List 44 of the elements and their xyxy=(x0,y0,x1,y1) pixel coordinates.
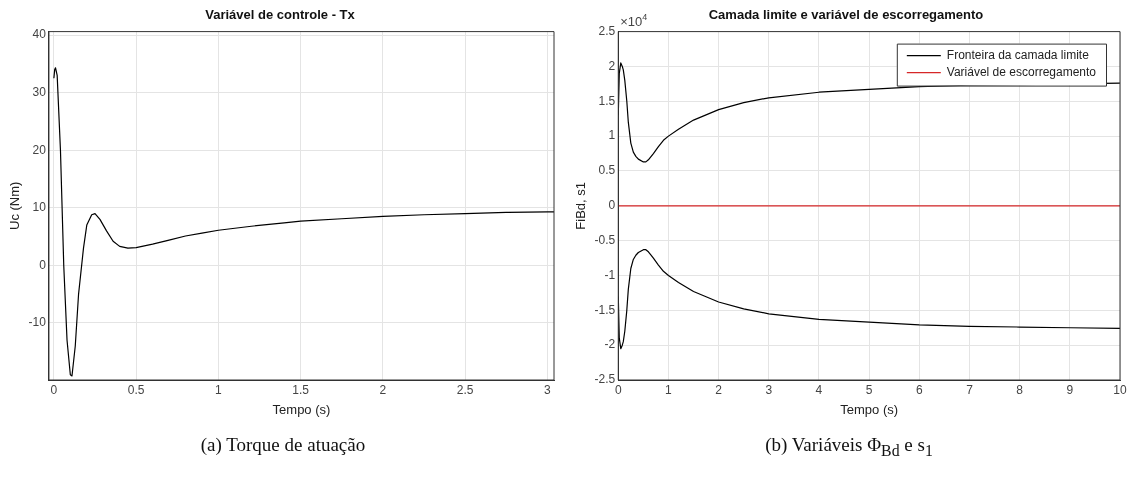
x-tick-label: 6 xyxy=(915,382,923,397)
y-tick-label: 1.5 xyxy=(598,93,616,108)
x-tick-label: 2 xyxy=(715,382,723,397)
y-tick-label: 1 xyxy=(608,128,616,143)
x-tick-label: 2 xyxy=(379,382,387,397)
x-tick-label: 7 xyxy=(966,382,974,397)
x-tick-label: 10 xyxy=(1113,382,1127,397)
legend-label: Fronteira da camada limite xyxy=(946,47,1090,62)
y-tick-label: 40 xyxy=(32,27,47,42)
chart-title: Variável de controle - Tx xyxy=(205,7,356,23)
y-tick-label: 0 xyxy=(608,198,616,213)
y-tick-label: 0 xyxy=(39,257,47,272)
x-tick-label: 0.5 xyxy=(127,382,145,397)
x-tick-label: 8 xyxy=(1016,382,1024,397)
x-tick-label: 1.5 xyxy=(292,382,310,397)
x-tick-label: 3 xyxy=(544,382,552,397)
x-tick-label: 0 xyxy=(50,382,58,397)
x-tick-label: 9 xyxy=(1066,382,1074,397)
y-axis-title: Uc (Nm) xyxy=(7,181,23,230)
y-tick-label: -0.5 xyxy=(594,232,616,247)
x-tick-label: 2.5 xyxy=(456,382,474,397)
x-axis-title: Tempo (s) xyxy=(840,401,899,417)
x-axis-title: Tempo (s) xyxy=(272,401,331,417)
x-tick-label: 1 xyxy=(665,382,673,397)
legend-label: Variável de escorregamento xyxy=(946,64,1097,79)
y-tick-label: 0.5 xyxy=(598,163,616,178)
y-tick-label: -1.5 xyxy=(594,302,616,317)
y-tick-label: 2 xyxy=(608,58,616,73)
x-tick-label: 3 xyxy=(765,382,773,397)
text: (b) Variáveis Φ$_{Bd}$ e s$_{1}$ xyxy=(764,434,934,460)
chart-title: Camada limite e variável de escorregamento xyxy=(708,7,984,23)
y-tick-label: 20 xyxy=(32,142,47,157)
y-tick-label: -10 xyxy=(28,315,47,330)
y-tick-label: 2.5 xyxy=(598,23,616,38)
y-tick-label: -1 xyxy=(604,267,616,282)
y-tick-label: -2.5 xyxy=(594,372,616,387)
y-tick-label: 10 xyxy=(32,200,47,215)
y-tick-label: -2 xyxy=(604,337,616,352)
y-axis-title: FiBd, s1 xyxy=(573,181,589,230)
x-tick-label: 4 xyxy=(815,382,823,397)
x-tick-label: 5 xyxy=(865,382,873,397)
x-tick-label: 1 xyxy=(215,382,223,397)
y-tick-label: 30 xyxy=(32,84,47,99)
text: (a) Torque de atuação xyxy=(199,434,367,456)
